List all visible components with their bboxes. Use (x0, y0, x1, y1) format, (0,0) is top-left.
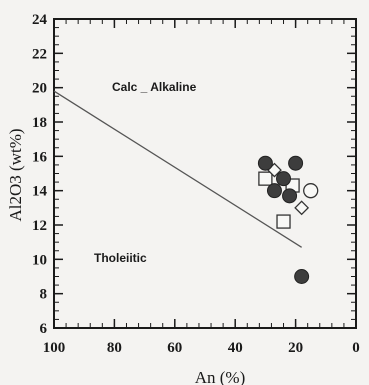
x-tick-label: 60 (167, 340, 182, 356)
filled-circle-point (266, 183, 282, 199)
x-tick-label: 0 (352, 340, 360, 356)
filled-circle-point (276, 171, 292, 187)
plot-frame (53, 18, 357, 329)
open-circle-point (303, 183, 319, 199)
y-tick-label: 6 (40, 321, 48, 337)
filled-circle-point (282, 188, 298, 204)
y-tick-label: 22 (32, 46, 47, 62)
calc-alkaline-tholeiitic-divider-line (53, 90, 302, 248)
y-tick-label: 10 (32, 252, 47, 268)
y-tick-label: 20 (32, 81, 47, 97)
y-tick-label: 18 (32, 115, 47, 131)
open-square-point (258, 171, 273, 186)
x-axis-title: An (%) (195, 368, 246, 385)
y-tick-label: 14 (32, 184, 48, 200)
calc-alkaline-field-label: Calc _ Alkaline (112, 80, 197, 94)
open-diamond-point (294, 200, 310, 216)
x-tick-label: 100 (43, 340, 66, 356)
x-tick-label: 20 (288, 340, 303, 356)
y-tick-label: 8 (40, 287, 48, 303)
y-tick-label: 12 (32, 218, 47, 234)
open-square-point (276, 214, 291, 229)
y-axis-title: Al2O3 (wt%) (6, 128, 25, 221)
filled-circle-point (257, 155, 273, 171)
y-tick-label: 16 (32, 149, 48, 165)
x-tick-label: 80 (107, 340, 122, 356)
y-tick-label: 24 (32, 12, 48, 28)
filled-circle-point (288, 155, 304, 171)
tholeiitic-field-label: Tholeiitic (94, 251, 147, 265)
x-tick-label: 40 (228, 340, 243, 356)
filled-circle-point (294, 269, 310, 284)
